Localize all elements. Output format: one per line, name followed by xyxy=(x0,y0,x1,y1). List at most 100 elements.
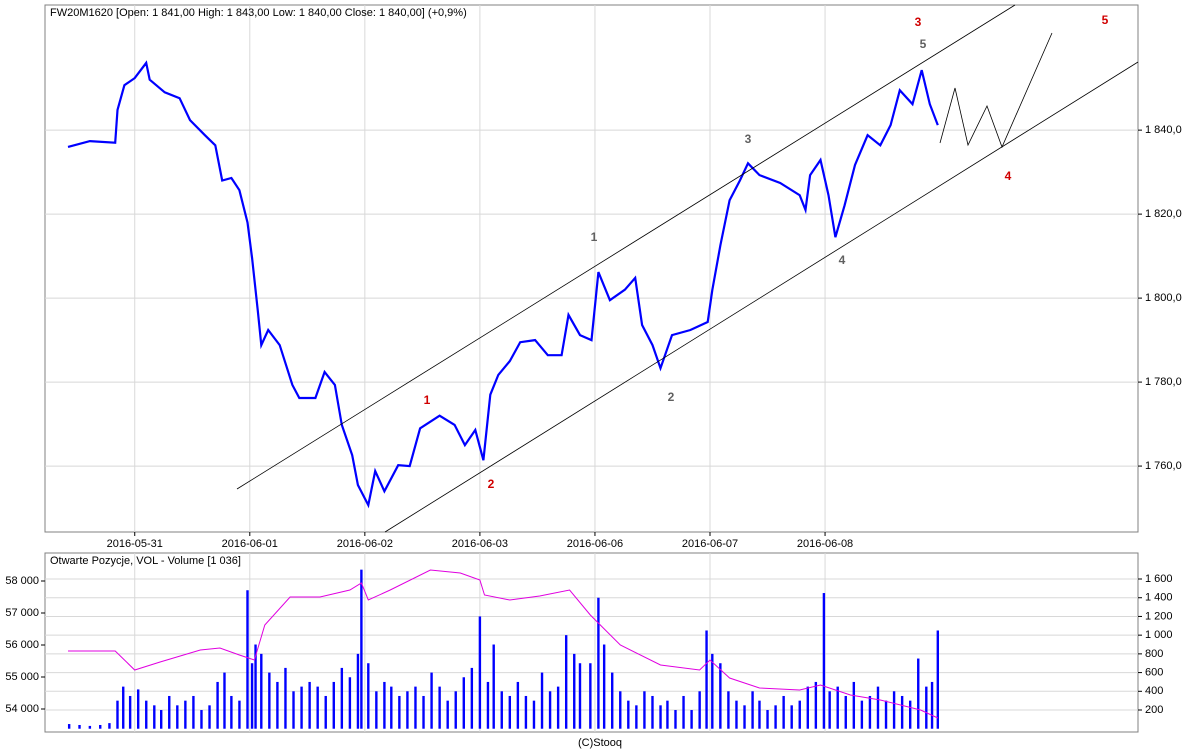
volume-bar xyxy=(743,705,746,729)
volume-bar xyxy=(690,710,693,729)
volume-bar xyxy=(643,691,646,729)
volume-bar xyxy=(508,695,512,729)
volume-bar xyxy=(108,723,111,729)
volume-bar xyxy=(216,681,219,729)
volume-bar xyxy=(260,653,263,729)
x-tick-label: 2016-06-01 xyxy=(222,538,278,550)
volume-bar xyxy=(573,653,576,729)
volume-bar xyxy=(332,681,335,729)
y2-tick-label: 600 xyxy=(1145,666,1163,678)
volume-bar xyxy=(375,691,378,729)
volume-bar xyxy=(727,691,730,729)
volume-bar xyxy=(611,672,614,729)
channel xyxy=(236,4,1139,533)
volume-bar xyxy=(250,663,254,729)
volume-bar xyxy=(145,700,148,729)
volume-bar xyxy=(682,695,685,729)
volume-bar xyxy=(666,700,669,729)
volume-bar xyxy=(758,700,761,729)
volume-bar xyxy=(78,724,81,729)
volume-bar xyxy=(223,672,226,729)
y-tick-label: 1 820,0 xyxy=(1145,208,1182,220)
volume-bar xyxy=(814,681,818,729)
channel-upper xyxy=(236,4,1016,490)
volume-bar xyxy=(627,700,630,729)
volume-bar xyxy=(360,569,363,729)
volume-bar xyxy=(930,681,934,729)
open-interest-line xyxy=(68,569,939,719)
volume-bar xyxy=(936,630,940,729)
volume-bar xyxy=(651,695,654,729)
volume-bar xyxy=(876,686,880,729)
volume-bar xyxy=(635,705,638,729)
volume-bar xyxy=(532,700,536,729)
wave-label: 3 xyxy=(745,132,752,146)
volume-bar xyxy=(500,691,503,729)
volume-bar xyxy=(383,681,386,729)
volume-bar xyxy=(246,590,249,729)
y-tick-label: 56 000 xyxy=(5,639,39,651)
volume-bar xyxy=(438,686,441,729)
x-tick-label: 2016-06-08 xyxy=(797,538,853,550)
y-tick-label: 58 000 xyxy=(5,575,39,587)
volume-bar xyxy=(67,724,71,729)
wave-label: 2 xyxy=(488,477,495,491)
y2-tick-label: 400 xyxy=(1145,685,1163,697)
wave-label: 1 xyxy=(424,393,431,407)
volume-bar xyxy=(478,616,482,729)
volume-bar xyxy=(548,691,552,729)
volume-bar xyxy=(316,686,319,729)
volume-bar xyxy=(367,663,370,729)
volume-bar xyxy=(128,695,132,729)
y2-tick-label: 1 400 xyxy=(1145,592,1173,604)
volume-bar xyxy=(122,686,125,729)
volume-bar xyxy=(597,597,600,729)
volume-bar xyxy=(822,593,826,729)
y2-tick-label: 1 000 xyxy=(1145,629,1173,641)
volume-bar xyxy=(751,691,754,729)
volume-bar xyxy=(88,725,92,729)
wave-label: 5 xyxy=(1102,13,1109,27)
volume-bar xyxy=(406,691,409,729)
volume-bar xyxy=(99,724,102,729)
volume-bar xyxy=(925,686,928,729)
volume-bar xyxy=(340,667,344,729)
volume-bar xyxy=(268,672,271,729)
volume-bar xyxy=(153,705,156,729)
y-tick-label: 54 000 xyxy=(5,703,39,715)
volume-bar xyxy=(276,681,279,729)
volume-bar xyxy=(774,705,777,729)
volume-bar xyxy=(766,710,769,729)
wave-label: 4 xyxy=(839,253,846,267)
volume-bar xyxy=(168,695,171,729)
volume-bar xyxy=(564,635,568,729)
volume-bar xyxy=(516,681,520,729)
volume-bar xyxy=(524,695,528,729)
y-tick-label: 57 000 xyxy=(5,607,39,619)
volume-bar xyxy=(470,667,474,729)
volume-bar xyxy=(208,705,211,729)
y2-tick-label: 1 600 xyxy=(1145,573,1173,585)
volume-bar xyxy=(868,695,872,729)
volume-bar xyxy=(398,695,401,729)
volume-bar xyxy=(860,700,864,729)
chart-title: FW20M1620 [Open: 1 841,00 High: 1 843,00… xyxy=(50,7,467,19)
y-tick-label: 1 840,0 xyxy=(1145,124,1182,136)
volume-bar xyxy=(790,705,793,729)
volume-bar xyxy=(844,695,847,729)
footer: (C)Stooq xyxy=(578,737,622,749)
y2-tick-label: 200 xyxy=(1145,704,1163,716)
wave-label: 2 xyxy=(668,390,675,404)
volume-bar xyxy=(176,705,179,729)
volume-bar xyxy=(184,700,187,729)
x-tick-label: 2016-06-03 xyxy=(452,538,508,550)
volume-bar xyxy=(430,672,433,729)
wave-label: 3 xyxy=(915,15,922,29)
volume-bar xyxy=(300,686,303,729)
volume-bar xyxy=(160,710,163,729)
x-tick-label: 2016-06-07 xyxy=(682,538,738,550)
volume-bar xyxy=(674,710,677,729)
volume-bar xyxy=(230,695,233,729)
x-tick-label: 2016-06-02 xyxy=(337,538,393,550)
